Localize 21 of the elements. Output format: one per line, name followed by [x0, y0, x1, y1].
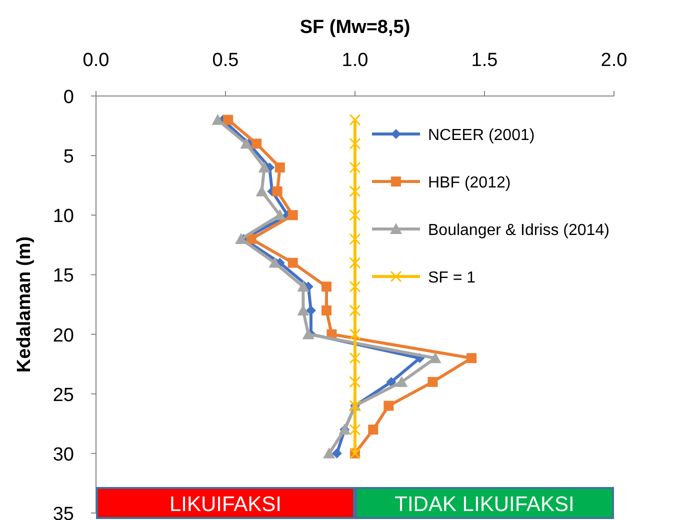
y-tick-label: 20: [52, 325, 74, 346]
y-tick-label: 35: [52, 504, 74, 520]
y-tick-label: 25: [52, 384, 74, 406]
y-tick-label: 10: [52, 206, 74, 228]
x-tick-label: 2.0: [600, 50, 628, 71]
y-axis-title: Kedalaman (m): [14, 236, 35, 373]
legend-label: HBF (2012): [428, 174, 511, 192]
legend-label: Boulanger & Idriss (2014): [428, 222, 610, 239]
legend-label: NCEER (2001): [428, 127, 535, 144]
annotation: TIDAK LIKUIFAKSI: [394, 493, 574, 516]
annotation: LIKUIFAKSI: [169, 493, 282, 516]
y-tick-label: 15: [52, 266, 74, 287]
x-tick-label: 1.0: [342, 50, 368, 71]
x-tick-label: 0.5: [212, 50, 239, 71]
x-tick-label: 0.0: [82, 50, 110, 71]
y-tick-label: 5: [63, 146, 74, 168]
y-tick-label: 0: [63, 87, 74, 108]
legend-label: SF = 1: [428, 270, 476, 286]
x-tick-label: 1.5: [471, 50, 498, 71]
y-tick-label: 30: [52, 444, 74, 466]
x-axis-title: SF (Mw=8,5): [300, 17, 410, 38]
